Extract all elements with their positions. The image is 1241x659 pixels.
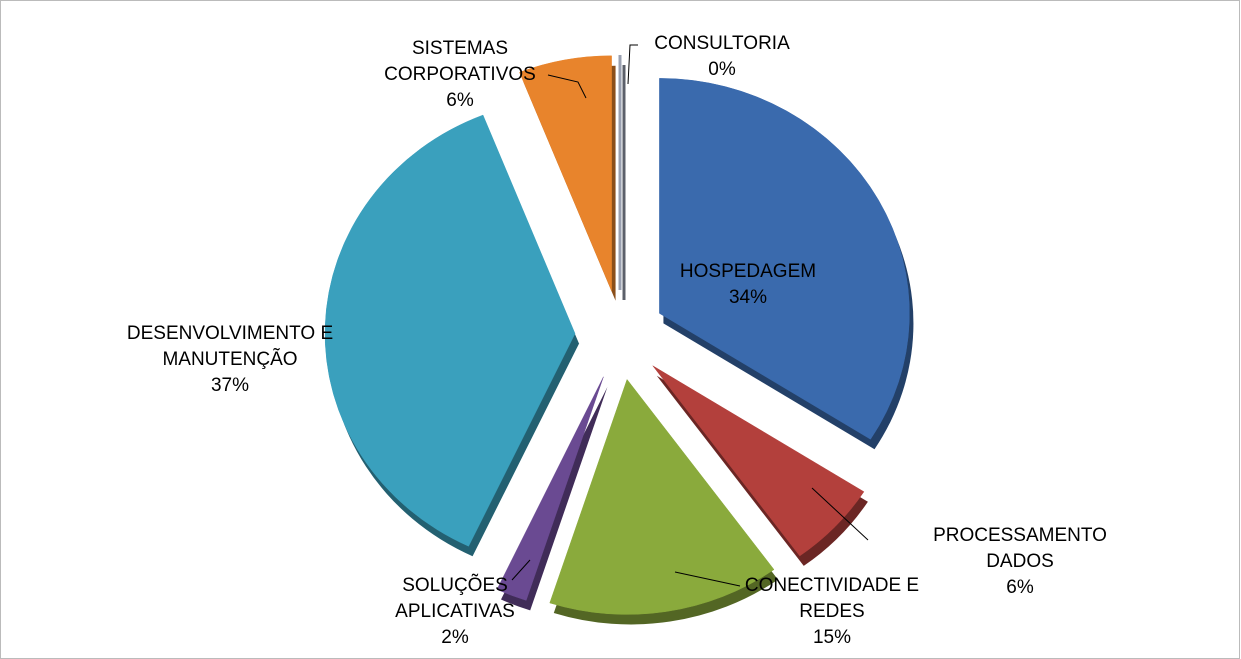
slice-label: SISTEMAS CORPORATIVOS 6% xyxy=(380,36,540,114)
value-label: 34% xyxy=(728,287,768,308)
slice xyxy=(659,78,910,440)
value-label: 6% xyxy=(1006,577,1034,598)
leader-line xyxy=(511,559,531,581)
category-name: HOSPEDAGEM xyxy=(679,261,817,282)
slice-label: HOSPEDAGEM 34% xyxy=(673,259,823,311)
category-name: PROCESSAMENTO DADOS xyxy=(933,525,1107,572)
leader-line xyxy=(627,44,638,85)
slices xyxy=(324,55,910,615)
value-label: 6% xyxy=(446,90,474,111)
slice xyxy=(519,55,612,291)
category-name: DESENVOLVIMENTO E MANUTENÇÃO xyxy=(126,323,334,370)
slice-label: DESENVOLVIMENTO E MANUTENÇÃO 37% xyxy=(110,321,350,399)
value-label: 15% xyxy=(812,627,852,648)
slice xyxy=(549,378,775,615)
slice-label: CONSULTORIA 0% xyxy=(627,31,817,83)
slice xyxy=(652,365,865,557)
value-label: 37% xyxy=(210,375,250,396)
slice-label: PROCESSAMENTO DADOS 6% xyxy=(915,523,1125,601)
slice-label: SOLUÇÕES APLICATIVAS 2% xyxy=(380,573,530,651)
leader-line xyxy=(547,74,587,99)
value-label: 2% xyxy=(441,627,469,648)
slice xyxy=(324,114,576,547)
value-label: 0% xyxy=(708,59,736,80)
leader-line xyxy=(811,487,869,541)
slice xyxy=(496,376,604,601)
category-name: SOLUÇÕES APLICATIVAS xyxy=(395,575,515,622)
leader-line xyxy=(674,571,741,587)
leaders xyxy=(511,44,869,587)
slice-label: CONECTIVIDADE E REDES 15% xyxy=(727,573,937,651)
category-name: CONECTIVIDADE E REDES xyxy=(744,575,920,622)
category-name: CONSULTORIA xyxy=(654,33,790,54)
category-name: SISTEMAS CORPORATIVOS xyxy=(384,38,536,85)
